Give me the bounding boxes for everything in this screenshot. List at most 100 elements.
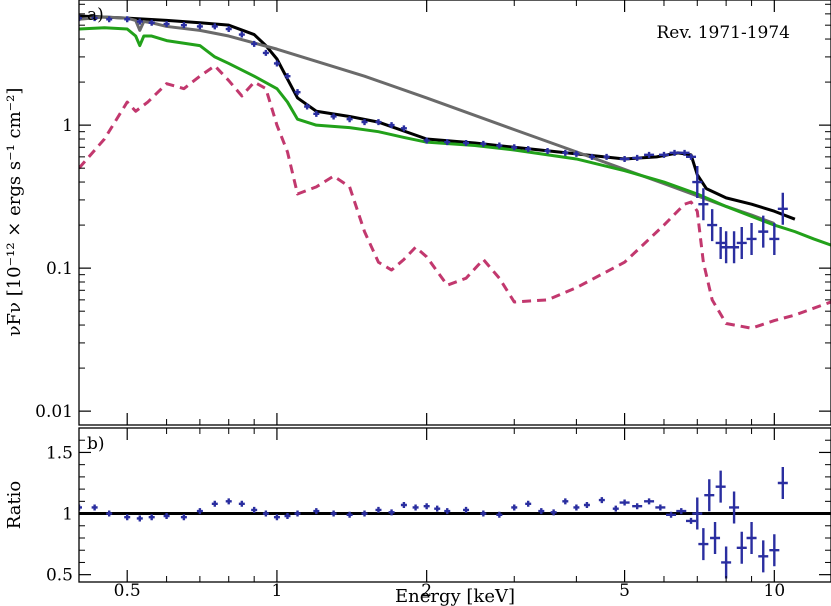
- spectrum-data-point-44: [692, 166, 703, 199]
- ratio-data-point-27: [444, 508, 451, 515]
- panel-b-label: b): [87, 434, 105, 454]
- ratio-data-point-52: [721, 546, 732, 579]
- spectrum-data-point-11: [238, 31, 245, 38]
- ratio-axis-ticks: 0.5 1 2 5 10 0.5 1 1.5: [46, 428, 831, 601]
- spectrum-frame: [78, 0, 831, 426]
- ratio-data-point-11: [238, 500, 245, 507]
- panel-a-label: a): [87, 5, 104, 25]
- ratio-data-point-21: [375, 506, 382, 513]
- spectrum-data-point-1: [91, 15, 98, 22]
- ratio-data-point-43: [655, 504, 666, 511]
- spectrum-data-point-53: [769, 222, 780, 255]
- ratio-data-point-20: [361, 510, 368, 517]
- ratio-data-point-57: [769, 534, 780, 567]
- ratio-data-point-5: [148, 514, 155, 521]
- ratio-data-point-0: [79, 504, 82, 511]
- spectrum-data-point-52: [758, 215, 769, 248]
- revolution-annotation: Rev. 1971-1974: [656, 23, 790, 43]
- spectrum-data-point-6: [163, 20, 170, 27]
- spectrum-data-point-27: [463, 140, 470, 147]
- x-tick-label-1: 1: [272, 581, 283, 601]
- ratio-data-point-31: [511, 504, 518, 511]
- ratio-data-point-54: [736, 531, 747, 564]
- ratio-data-point-58: [777, 467, 788, 499]
- spectrum-data-point-36: [603, 153, 610, 160]
- spectrum-data-point-2: [106, 16, 113, 23]
- ratio-data-point-42: [644, 498, 655, 505]
- spectrum-data-point-39: [644, 151, 655, 158]
- spectrum-data-point-18: [313, 110, 320, 117]
- ratio-data-point-4: [136, 515, 143, 522]
- ratio-panel: 0.5 1 2 5 10 0.5 1 1.5 b) Ratio Energy [keV]: [4, 427, 831, 606]
- ratio-data-point-41: [632, 503, 643, 510]
- ratio-data-point-51: [715, 470, 726, 503]
- spectrum-data-point-0: [79, 15, 82, 22]
- spectrum-data-point-37: [619, 155, 630, 162]
- spectrum-data-point-50: [736, 226, 747, 259]
- spectrum-data-point-13: [262, 49, 269, 56]
- spectrum-data-point-30: [511, 144, 518, 151]
- ratio-data-point-40: [619, 499, 630, 506]
- spectrum-data-point-43: [686, 153, 697, 160]
- ratio-data-point-24: [412, 504, 419, 511]
- x-tick-label-4: 10: [764, 581, 786, 601]
- ratio-data-point-37: [583, 502, 590, 508]
- ratio-data-point-44: [666, 511, 677, 518]
- spectrum-series-line-3: [79, 26, 831, 247]
- spectrum-data-point-17: [304, 103, 311, 110]
- ratio-data-point-10: [225, 498, 232, 505]
- spectrum-data-point-19: [330, 113, 337, 120]
- spectrum-data-point-28: [480, 140, 487, 147]
- spectrum-data-point-14: [273, 60, 280, 67]
- spectrum-data-point-10: [225, 26, 232, 33]
- spectrum-data-point-24: [400, 125, 407, 132]
- spectrum-data-point-7: [180, 22, 187, 29]
- spectrum-data-point-49: [729, 231, 740, 264]
- spectrum-axis-ticks: 0.01 0.1 1: [35, 0, 831, 425]
- spectrum-data-point-3: [124, 16, 131, 23]
- ratio-y-tick-label-0: 0.5: [46, 566, 73, 586]
- ratio-data-point-46: [686, 517, 697, 524]
- spectrum-data-point-21: [361, 119, 368, 126]
- ratio-y-tick-label-2: 1.5: [46, 443, 73, 463]
- spectrum-data-point-34: [573, 150, 580, 157]
- spectrum-y-axis-label: νFν [10⁻¹² × ergs s⁻¹ cm⁻²]: [4, 88, 25, 337]
- ratio-data-point-55: [746, 522, 757, 554]
- spectrum-data-point-51: [746, 222, 757, 255]
- spectrum-data-point-38: [632, 154, 643, 161]
- ratio-data-point-3: [124, 514, 131, 521]
- ratio-data-point-1: [91, 504, 98, 511]
- ratio-data-point-16: [294, 510, 301, 517]
- spectrum-data-point-23: [388, 122, 395, 129]
- spectrum-panel: 0.01 0.1 1 a) Rev. 1971-1974 νFν [10⁻¹² × …: [4, 0, 831, 426]
- spectrum-data-point-31: [525, 146, 532, 153]
- spectrum-data-point-45: [698, 188, 709, 221]
- spectrum-series-line-4: [79, 64, 831, 330]
- ratio-data-point-26: [434, 505, 441, 512]
- x-tick-label-3: 5: [619, 581, 630, 601]
- spectrum-series-line-2: [79, 15, 775, 225]
- spectrum-data-point-35: [589, 153, 596, 160]
- ratio-data-point-23: [400, 502, 407, 508]
- ratio-y-tick-label-1: 1: [62, 505, 73, 525]
- ratio-data-point-22: [388, 509, 395, 516]
- ratio-data-point-39: [612, 505, 619, 512]
- spectrum-data-point-42: [679, 149, 690, 156]
- ratio-data-point-28: [463, 506, 470, 513]
- ratio-frame: [78, 427, 831, 583]
- ratio-y-axis-label: Ratio: [4, 481, 25, 530]
- ratio-data-point-25: [423, 503, 430, 510]
- spectrum-data-point-29: [496, 142, 503, 149]
- ratio-data-point-17: [313, 508, 320, 515]
- ratio-data-point-2: [106, 510, 113, 517]
- ratio-data-point-12: [251, 506, 258, 513]
- x-axis-label: Energy [keV]: [395, 586, 515, 606]
- ratio-data-point-29: [480, 510, 487, 517]
- spectrum-data-point-47: [715, 226, 726, 259]
- ratio-data-point-36: [573, 504, 580, 511]
- spectrum-data-point-41: [669, 149, 680, 156]
- spectrum-data-point-54: [777, 192, 788, 225]
- spectrum-y-tick-label-2: 1: [62, 116, 73, 136]
- ratio-data-point-13: [262, 510, 269, 517]
- ratio-data-point-6: [163, 513, 170, 519]
